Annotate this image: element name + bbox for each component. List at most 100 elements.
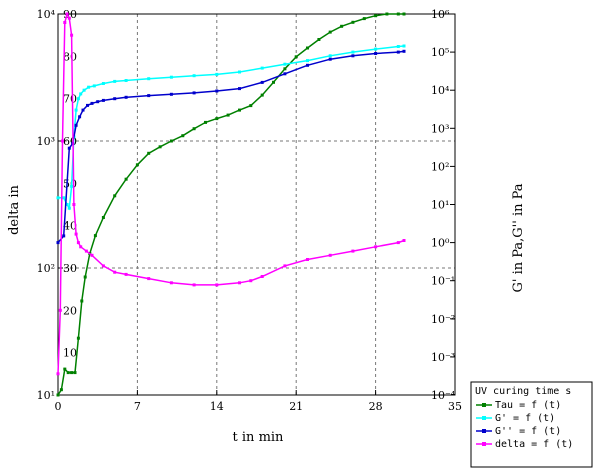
series-point-0 [351,20,355,24]
left-inner-tick-label: 20 [63,304,77,317]
series-point-3 [192,283,196,287]
series-point-3 [215,283,219,287]
legend-entry: delta = f (t) [495,439,573,450]
series-point-0 [135,163,139,167]
series-point-2 [396,50,400,54]
right-axis-ticks: 10⁶ 10⁵ 10⁴ 10³ 10² 10¹ 10⁰ 10⁻¹ 10⁻² 10⁻³ 10⁻⁴ [431,8,456,402]
left-inner-tick-label: 50 [63,177,77,190]
series-point-3 [306,258,309,261]
series-point-3 [76,241,80,245]
series-point-2 [67,146,71,150]
series-point-1 [374,47,378,51]
series-point-0 [215,117,219,121]
left-inner-tick-label: 70 [63,93,77,106]
left-outer-tick-label: 10⁴ [37,8,56,21]
right-tick-label: 10⁻⁴ [431,389,456,402]
series-point-1 [306,59,309,63]
series-point-1 [101,82,105,85]
series-point-3 [328,253,332,257]
series-point-0 [385,12,389,16]
series-point-3 [72,203,76,206]
series-point-3 [147,277,151,281]
series-point-2 [328,57,332,61]
series-point-2 [81,108,85,112]
series-point-3 [74,232,78,236]
series-point-2 [78,115,82,119]
series-point-0 [83,275,87,279]
series-point-3 [283,264,287,268]
series-point-3 [260,275,264,278]
series-line-2 [57,50,405,244]
series-point-0 [226,113,230,117]
series-point-0 [101,216,105,219]
series-point-0 [59,388,63,392]
series-point-1 [260,66,264,70]
series-point-1 [76,97,80,101]
series-point-0 [70,371,74,375]
right-tick-label: 10⁻¹ [431,275,455,288]
left-inner-tick-label: 30 [63,262,77,275]
series-layer [56,11,406,397]
series-point-1 [396,45,400,48]
series-point-1 [215,72,219,76]
series-point-3 [67,16,71,20]
plot-frame [57,13,456,396]
series-point-0 [76,336,80,340]
series-point-3 [169,281,173,285]
series-point-3 [56,372,60,376]
series-point-2 [90,101,94,105]
series-point-1 [238,70,241,74]
right-axis-label: G' in Pa,G'' in Pa [511,183,526,292]
series-point-2 [306,63,309,67]
legend-entry: G'' = f (t) [495,426,561,437]
series-point-2 [238,87,241,91]
left-outer-axis-ticks: 10⁴ 10³ 10² 10¹ [37,8,63,402]
series-point-2 [124,95,128,99]
series-point-1 [79,92,83,96]
right-tick-label: 10⁴ [431,84,450,97]
series-point-3 [113,270,117,274]
series-point-3 [396,241,400,245]
series-point-1 [65,203,69,206]
series-point-3 [374,245,378,249]
series-point-0 [340,24,344,28]
series-point-1 [402,44,406,48]
series-point-2 [192,91,196,95]
series-point-0 [374,14,378,18]
series-point-1 [82,88,86,92]
x-tick-label: 7 [134,400,141,413]
series-point-2 [62,234,66,238]
right-tick-label: 10⁵ [431,46,449,59]
legend-entry: G' = f (t) [495,413,555,424]
series-point-0 [294,55,298,59]
left-inner-tick-label: 10 [63,347,77,360]
right-tick-label: 10² [431,160,449,173]
series-point-0 [66,371,70,375]
series-point-3 [351,249,355,253]
series-point-2 [74,123,78,127]
series-point-0 [181,134,185,138]
series-point-0 [306,46,309,50]
series-point-1 [351,50,355,54]
left-outer-tick-label: 10¹ [37,389,55,402]
series-point-2 [283,72,287,76]
series-point-0 [93,234,97,238]
series-point-0 [238,108,241,112]
x-tick-label: 14 [210,400,224,413]
series-point-0 [283,67,287,71]
series-point-0 [113,194,117,198]
series-point-1 [283,62,287,66]
series-line-0 [57,13,404,396]
series-point-0 [396,12,400,16]
series-point-2 [101,98,105,102]
series-point-3 [402,239,406,242]
series-line-1 [58,45,405,211]
series-point-1 [328,54,332,58]
left-outer-tick-label: 10² [37,262,55,275]
series-point-0 [317,38,321,41]
series-point-1 [113,79,117,83]
x-tick-label: 35 [448,400,462,413]
right-tick-label: 10⁻³ [431,351,455,364]
